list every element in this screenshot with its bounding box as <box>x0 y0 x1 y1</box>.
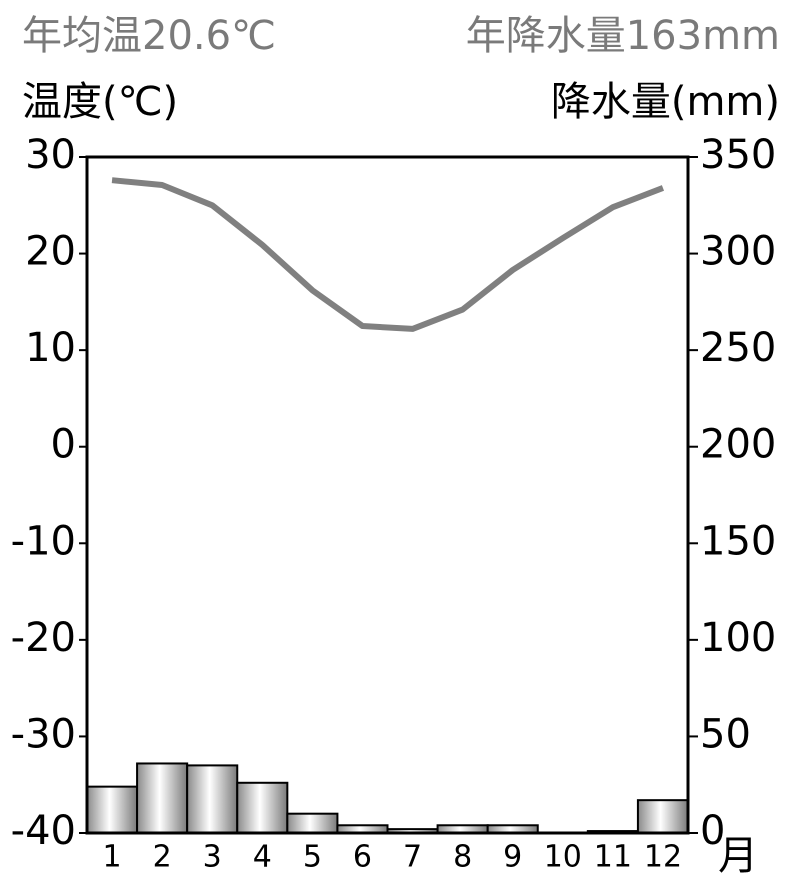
plot-frame <box>85 155 690 835</box>
y-tick-label: -20 <box>11 615 76 661</box>
x-tick-label: 11 <box>594 840 632 875</box>
y-tick-label: 10 <box>25 325 76 371</box>
y-tick-label: 0 <box>51 422 76 468</box>
x-tick-label: 1 <box>102 840 121 875</box>
chart-subtitle: 年降水量163mm <box>466 13 780 59</box>
y2-tick-label: 300 <box>700 229 776 275</box>
precip-bar <box>636 799 690 834</box>
x-tick-label: 8 <box>453 840 472 875</box>
y-tick-label: -30 <box>11 711 76 757</box>
y-tick-label: 20 <box>25 229 76 275</box>
x-tick-label: 2 <box>153 840 172 875</box>
y2-tick-label: 50 <box>700 711 751 757</box>
x-tick-label: 12 <box>644 840 682 875</box>
y-axis-title: 温度(℃) <box>22 79 178 125</box>
y2-tick-label: 0 <box>700 808 725 854</box>
x-tick-label: 3 <box>203 840 222 875</box>
x-tick-label: 6 <box>353 840 372 875</box>
chart-title: 年均温20.6℃ <box>22 13 276 59</box>
y-tick-label: -40 <box>11 808 76 854</box>
y2-tick-label: 100 <box>700 615 776 661</box>
x-tick-label: 4 <box>253 840 272 875</box>
precip-bar <box>186 764 239 835</box>
x-tick-label: 10 <box>544 840 582 875</box>
x-tick-label: 7 <box>403 840 422 875</box>
y2-axis-title: 降水量(mm) <box>551 79 780 125</box>
temp-line <box>111 177 665 332</box>
x-tick-label: 9 <box>503 840 522 875</box>
y-tick-label: 30 <box>25 132 76 178</box>
y2-tick-label: 350 <box>700 132 776 178</box>
y-tick-label: -10 <box>11 518 76 564</box>
precip-bar <box>236 781 289 834</box>
y2-tick-label: 250 <box>700 325 776 371</box>
precip-bar <box>136 762 189 834</box>
y2-tick-label: 150 <box>700 518 776 564</box>
x-axis-title: 月 <box>718 833 758 879</box>
precip-bar <box>86 785 139 834</box>
precip-bar <box>286 812 339 835</box>
x-tick-label: 5 <box>303 840 322 875</box>
y2-tick-label: 200 <box>700 422 776 468</box>
